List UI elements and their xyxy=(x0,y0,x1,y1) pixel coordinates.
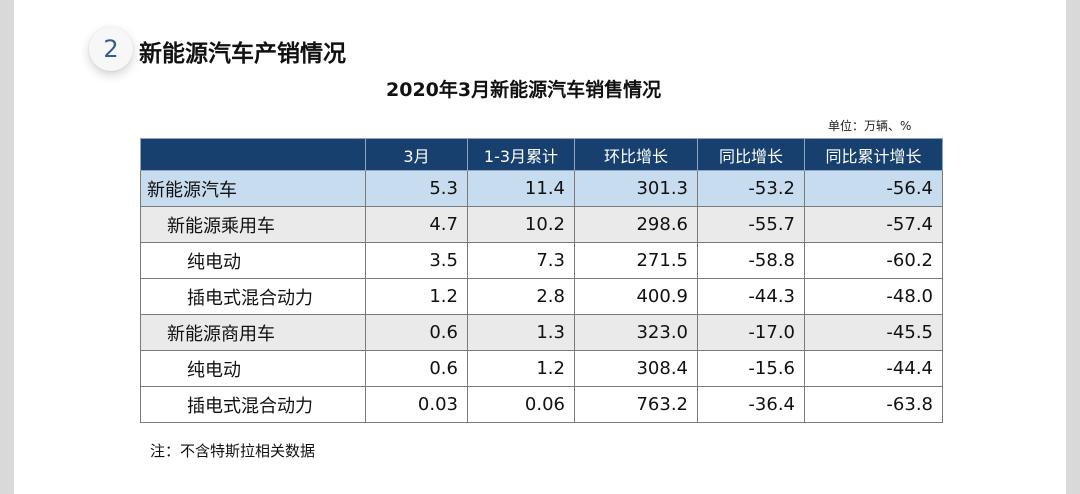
table-cell: 11.4 xyxy=(467,170,575,207)
table-row: 插电式混合动力 1.2 2.8 400.9 -44.3 -48.0 xyxy=(140,278,943,315)
table-row: 纯电动 3.5 7.3 271.5 -58.8 -60.2 xyxy=(140,242,943,279)
table-cell: 400.9 xyxy=(574,278,698,315)
unit-label: 单位：万辆、% xyxy=(828,119,912,133)
row-label: 新能源汽车 xyxy=(140,170,366,207)
table-cell: -48.0 xyxy=(804,278,943,315)
table-row: 新能源汽车 5.3 11.4 301.3 -53.2 -56.4 xyxy=(140,170,943,207)
table-title: 2020年3月新能源汽车销售情况 xyxy=(386,79,662,101)
section-number: 2 xyxy=(103,35,119,63)
table-row: 新能源乘用车 4.7 10.2 298.6 -55.7 -57.4 xyxy=(140,206,943,243)
row-label: 插电式混合动力 xyxy=(140,386,366,423)
table-cell: 0.6 xyxy=(365,314,468,351)
row-label: 新能源乘用车 xyxy=(140,206,366,243)
section-title: 新能源汽车产销情况 xyxy=(139,41,346,67)
table-row: 新能源商用车 0.6 1.3 323.0 -17.0 -45.5 xyxy=(140,314,943,351)
header-cell-yoy-growth: 同比增长 xyxy=(697,138,805,171)
header-cell-mom-growth: 环比增长 xyxy=(574,138,698,171)
table-cell: 7.3 xyxy=(467,242,575,279)
table-cell: -17.0 xyxy=(697,314,805,351)
table-row: 纯电动 0.6 1.2 308.4 -15.6 -44.4 xyxy=(140,350,943,387)
table-cell: 271.5 xyxy=(574,242,698,279)
table-row: 插电式混合动力 0.03 0.06 763.2 -36.4 -63.8 xyxy=(140,386,943,423)
table-cell: 0.06 xyxy=(467,386,575,423)
sales-table: 3月 1-3月累计 环比增长 同比增长 同比累计增长 新能源汽车 5.3 11.4 3… xyxy=(140,138,943,423)
row-label: 纯电动 xyxy=(140,350,366,387)
table-cell: 0.6 xyxy=(365,350,468,387)
table-cell: 10.2 xyxy=(467,206,575,243)
table-cell: 5.3 xyxy=(365,170,468,207)
table-cell: -15.6 xyxy=(697,350,805,387)
header-cell-march: 3月 xyxy=(365,138,468,171)
table-cell: -53.2 xyxy=(697,170,805,207)
table-cell: -57.4 xyxy=(804,206,943,243)
row-label: 插电式混合动力 xyxy=(140,278,366,315)
table-cell: -63.8 xyxy=(804,386,943,423)
table-cell: 1.2 xyxy=(365,278,468,315)
table-cell: 0.03 xyxy=(365,386,468,423)
section-number-badge: 2 xyxy=(89,27,133,71)
table-cell: 4.7 xyxy=(365,206,468,243)
table-cell: 1.2 xyxy=(467,350,575,387)
header-cell-yoy-cumulative-growth: 同比累计增长 xyxy=(804,138,943,171)
table-cell: -36.4 xyxy=(697,386,805,423)
table-cell: 2.8 xyxy=(467,278,575,315)
table-cell: 3.5 xyxy=(365,242,468,279)
table-cell: -60.2 xyxy=(804,242,943,279)
table-cell: 323.0 xyxy=(574,314,698,351)
footnote: 注：不含特斯拉相关数据 xyxy=(150,442,316,460)
table-cell: 1.3 xyxy=(467,314,575,351)
table-cell: 308.4 xyxy=(574,350,698,387)
table-cell: -58.8 xyxy=(697,242,805,279)
table-cell: -44.4 xyxy=(804,350,943,387)
table-cell: 301.3 xyxy=(574,170,698,207)
table-cell: -44.3 xyxy=(697,278,805,315)
table-cell: -55.7 xyxy=(697,206,805,243)
row-label: 新能源商用车 xyxy=(140,314,366,351)
table-cell: -56.4 xyxy=(804,170,943,207)
table-cell: -45.5 xyxy=(804,314,943,351)
table-cell: 298.6 xyxy=(574,206,698,243)
table-header-row: 3月 1-3月累计 环比增长 同比增长 同比累计增长 xyxy=(140,138,943,171)
header-cell-q1-cumulative: 1-3月累计 xyxy=(467,138,575,171)
header-cell-category xyxy=(140,138,366,171)
table-cell: 763.2 xyxy=(574,386,698,423)
row-label: 纯电动 xyxy=(140,242,366,279)
